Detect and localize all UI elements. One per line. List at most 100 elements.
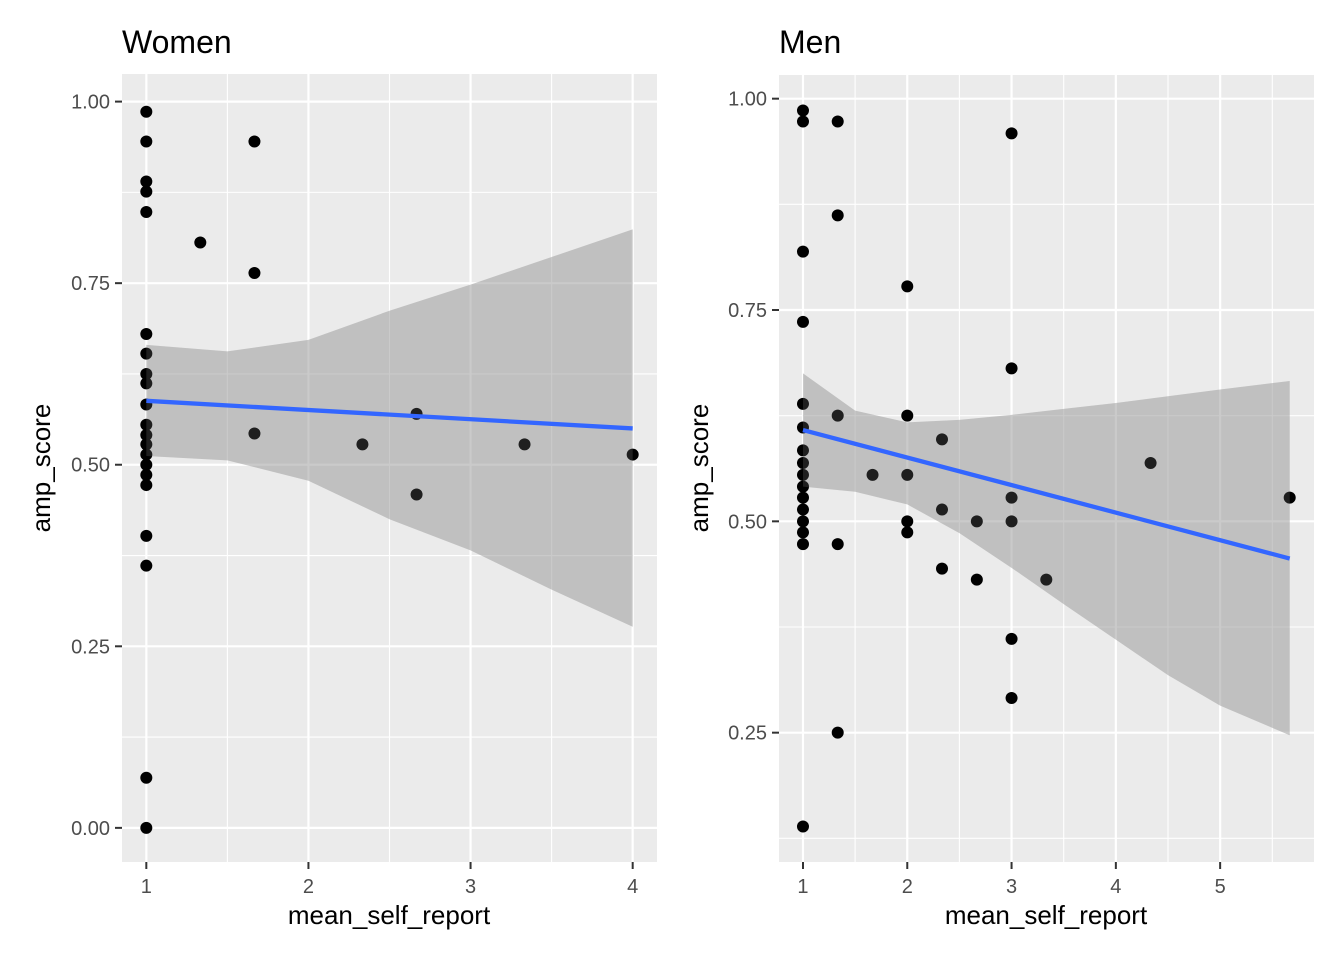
data-point (140, 135, 153, 148)
data-point (936, 503, 949, 516)
data-point (1005, 127, 1018, 140)
data-point (901, 409, 914, 422)
data-point (140, 559, 153, 572)
data-point (901, 515, 914, 528)
data-point (1283, 491, 1296, 504)
panel-background (779, 75, 1314, 862)
x-tick-label: 2 (902, 876, 913, 898)
data-point (140, 367, 153, 380)
y-tick-label: 1.00 (728, 89, 767, 111)
panel-title: Women (122, 24, 232, 60)
data-point (194, 236, 207, 249)
y-tick-label: 1.00 (71, 92, 110, 114)
data-point (796, 468, 809, 481)
y-tick-label: 0.25 (728, 723, 767, 745)
y-tick-label: 0.25 (71, 636, 110, 658)
data-point (901, 526, 914, 539)
x-axis-title: mean_self_report (945, 900, 1148, 930)
data-point (248, 135, 261, 148)
data-point (796, 115, 809, 128)
data-point (140, 468, 153, 481)
y-axis-title: amp_score (684, 404, 714, 533)
data-point (796, 245, 809, 258)
axes: 1 2 3 4 5 0.25 0.50 0.75 1.00 (728, 89, 1226, 898)
confidence-ribbon-overlay (146, 229, 633, 627)
x-tick-label: 3 (465, 876, 476, 898)
panel-men: Men mean_self_report amp_score 1 2 3 4 5 0.25… (684, 24, 1314, 930)
data-point (1005, 692, 1018, 705)
data-point (140, 479, 153, 492)
data-point (140, 175, 153, 188)
x-tick-label: 5 (1215, 876, 1226, 898)
y-axis-title: amp_score (26, 404, 56, 533)
points-layer (796, 104, 1296, 833)
data-point (1005, 632, 1018, 645)
data-point (140, 185, 153, 198)
data-point (796, 538, 809, 551)
y-tick-label: 0.00 (71, 818, 110, 840)
data-point (1005, 362, 1018, 375)
data-point (248, 266, 261, 279)
data-point (140, 438, 153, 451)
data-point (140, 529, 153, 542)
data-point (796, 397, 809, 410)
data-point (356, 438, 369, 451)
data-point (518, 438, 531, 451)
data-point (796, 491, 809, 504)
data-point (831, 726, 844, 739)
data-point (140, 347, 153, 360)
data-point (796, 515, 809, 528)
data-point (796, 820, 809, 833)
confidence-ribbon (146, 229, 633, 627)
data-point (140, 458, 153, 471)
panel-title: Men (779, 24, 841, 60)
data-point (140, 448, 153, 461)
data-point (796, 503, 809, 516)
regression-line (802, 427, 1291, 561)
y-tick-label: 0.75 (728, 300, 767, 322)
data-point (831, 538, 844, 551)
x-tick-label: 1 (141, 876, 152, 898)
data-point (901, 280, 914, 293)
data-point (796, 315, 809, 328)
data-point (796, 444, 809, 457)
x-tick-label: 3 (1006, 876, 1017, 898)
data-point (1005, 491, 1018, 504)
data-point (1040, 573, 1053, 586)
data-point (1144, 457, 1157, 470)
data-point (140, 418, 153, 431)
x-tick-label: 4 (1110, 876, 1121, 898)
data-point (936, 562, 949, 575)
panel-women: Women mean_self_report amp_score 1 2 3 4 0.0… (26, 24, 657, 930)
plot-area (122, 74, 657, 862)
data-point (831, 115, 844, 128)
data-point (1005, 515, 1018, 528)
plot-area (779, 75, 1314, 862)
x-axis-title: mean_self_report (288, 900, 491, 930)
data-point (140, 105, 153, 118)
data-point (140, 377, 153, 390)
data-point (970, 573, 983, 586)
y-tick-label: 0.50 (728, 511, 767, 533)
data-point (140, 428, 153, 441)
data-point (626, 448, 639, 461)
x-tick-label: 1 (797, 876, 808, 898)
data-point (936, 433, 949, 446)
data-point (796, 457, 809, 470)
data-point (831, 409, 844, 422)
data-point (140, 771, 153, 784)
data-point (248, 427, 261, 440)
axes: 1 2 3 4 0.00 0.25 0.50 0.75 1.00 (71, 92, 638, 898)
data-point (970, 515, 983, 528)
points-layer (140, 105, 639, 834)
x-tick-label: 4 (627, 876, 638, 898)
data-point (140, 205, 153, 218)
data-point (140, 328, 153, 341)
data-point (866, 468, 879, 481)
data-point (410, 488, 423, 501)
data-point (796, 104, 809, 117)
data-point (831, 209, 844, 222)
data-point (901, 468, 914, 481)
regression-line (146, 398, 633, 431)
